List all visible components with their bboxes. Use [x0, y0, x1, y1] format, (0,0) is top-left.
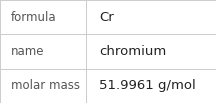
Bar [86, 69, 216, 103]
Bar [86, 0, 216, 34]
Bar [86, 34, 216, 69]
Text: Cr: Cr [99, 11, 114, 24]
Bar [0, 69, 86, 103]
Text: 51.9961 g/mol: 51.9961 g/mol [99, 79, 196, 92]
Text: name: name [11, 45, 44, 58]
Bar [0, 34, 86, 69]
Bar [0, 0, 86, 34]
Text: chromium: chromium [99, 45, 167, 58]
Text: formula: formula [11, 11, 56, 24]
Text: molar mass: molar mass [11, 79, 80, 92]
